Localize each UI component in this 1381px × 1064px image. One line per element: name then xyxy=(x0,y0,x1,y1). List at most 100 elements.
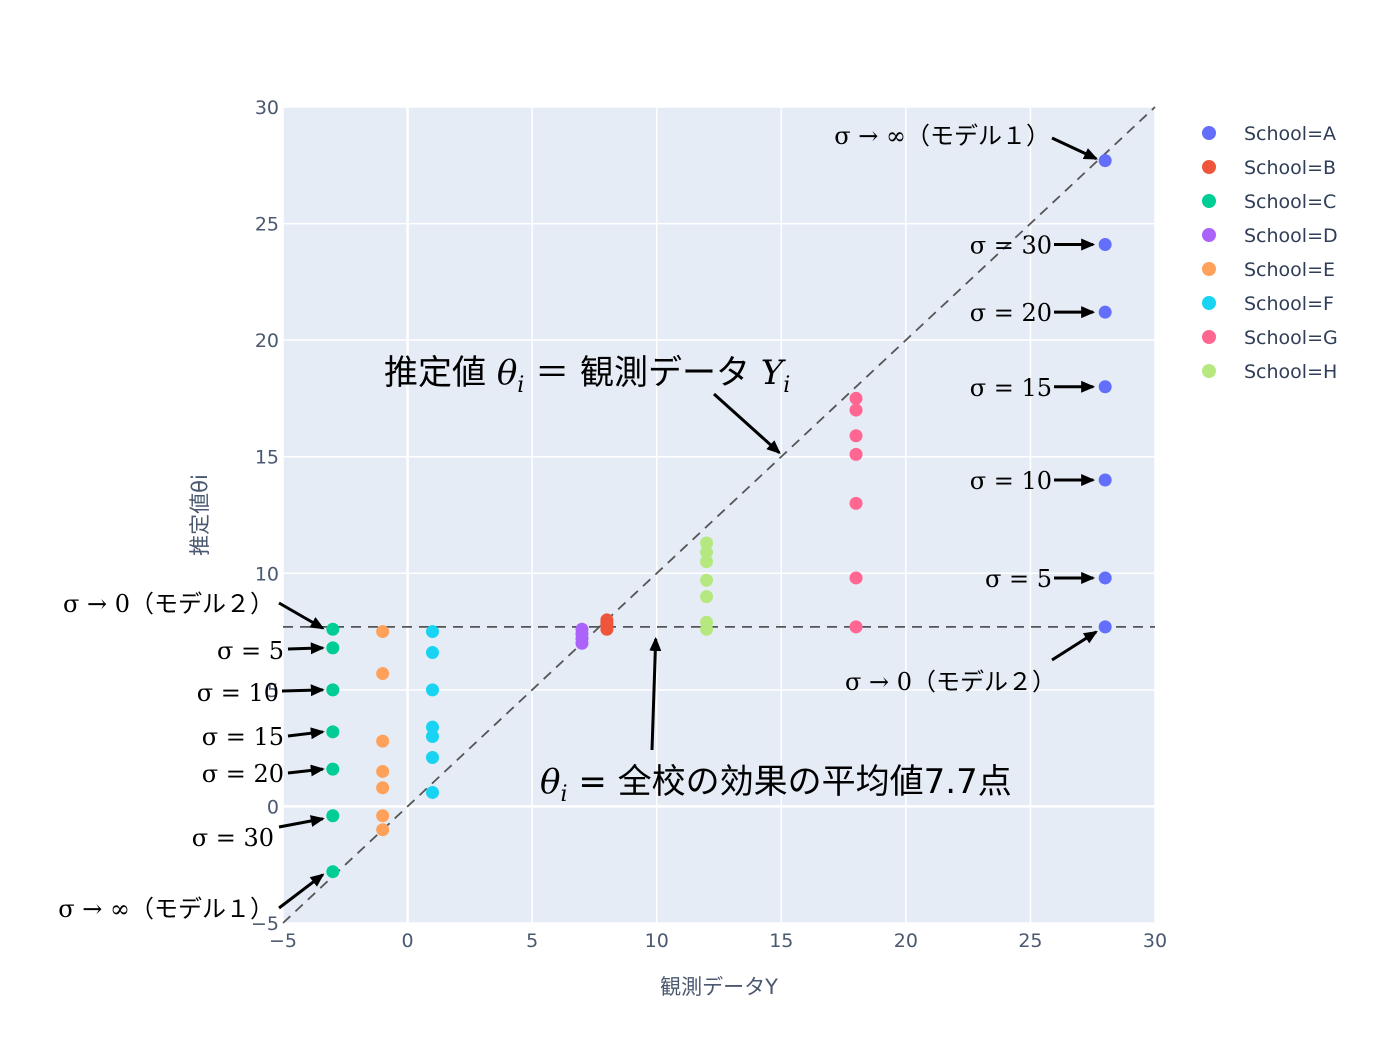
identity-label: 推定値 θi ＝ 観測データ Yi xyxy=(384,353,790,398)
legend-label: School=G xyxy=(1244,327,1338,349)
x-tick-label: −5 xyxy=(269,930,297,952)
annotation-right-label: σ = 15 xyxy=(970,374,1052,402)
data-point xyxy=(700,555,714,569)
data-point xyxy=(326,622,340,636)
y-tick-label: 20 xyxy=(255,330,279,352)
x-tick-label: 20 xyxy=(894,930,918,952)
legend-label: School=E xyxy=(1244,259,1335,281)
data-point xyxy=(376,764,390,778)
annotation-left-label: σ = 10 xyxy=(197,679,279,707)
data-point xyxy=(376,667,390,681)
x-tick-label: 0 xyxy=(402,930,414,952)
data-point xyxy=(425,729,439,743)
annotation-left-label: σ → ∞（モデル１） xyxy=(58,895,274,923)
annotation-left-label: σ = 20 xyxy=(202,760,284,788)
data-point xyxy=(425,625,439,639)
data-point xyxy=(1098,238,1112,252)
data-point xyxy=(376,734,390,748)
legend-label: School=C xyxy=(1244,191,1336,213)
annotations: σ → ∞（モデル１） σ = 30 σ = 20 σ = 15 σ = 10 σ = 5… xyxy=(58,122,1098,923)
annotation-right-label: σ = 20 xyxy=(970,299,1052,327)
data-point xyxy=(326,762,340,776)
data-point xyxy=(849,620,863,634)
identity-line xyxy=(282,106,1156,924)
data-point xyxy=(1098,620,1112,634)
data-point xyxy=(376,781,390,795)
annotation-left-arrow xyxy=(287,727,325,740)
legend-marker xyxy=(1202,160,1216,174)
annotation-left-arrow xyxy=(278,815,325,829)
legend-marker xyxy=(1202,194,1216,208)
data-point xyxy=(376,809,390,823)
data-point xyxy=(425,750,439,764)
y-tick-label: 0 xyxy=(267,796,279,818)
legend-marker xyxy=(1202,126,1216,140)
annotation-right-label: σ = 10 xyxy=(970,467,1052,495)
data-point xyxy=(1098,305,1112,319)
data-point xyxy=(425,785,439,799)
data-point xyxy=(849,447,863,461)
data-point xyxy=(326,809,340,823)
data-point xyxy=(700,615,714,629)
legend-marker xyxy=(1202,296,1216,310)
identity-arrow xyxy=(712,392,781,455)
annotation-left-arrow xyxy=(287,764,325,777)
data-point xyxy=(326,725,340,739)
y-tick-label: −5 xyxy=(251,913,279,935)
data-point xyxy=(849,403,863,417)
data-point xyxy=(849,429,863,443)
annotation-left-label: σ = 15 xyxy=(202,723,284,751)
annotation-right-label: σ → 0（モデル２） xyxy=(845,668,1056,696)
data-point xyxy=(849,391,863,405)
legend-label: School=B xyxy=(1244,157,1336,179)
x-tick-label: 10 xyxy=(645,930,669,952)
y-tick-label: 25 xyxy=(255,214,279,236)
annotation-left-label: σ = 5 xyxy=(217,637,284,665)
data-point xyxy=(326,865,340,879)
annotation-right-arrow xyxy=(1051,136,1098,160)
data-point xyxy=(700,536,714,550)
legend-marker xyxy=(1202,228,1216,242)
legend-label: School=A xyxy=(1244,123,1336,145)
data-point xyxy=(575,636,589,650)
data-point xyxy=(425,720,439,734)
data-point xyxy=(425,646,439,660)
x-tick-label: 25 xyxy=(1018,930,1042,952)
legend-marker xyxy=(1202,330,1216,344)
data-point xyxy=(700,590,714,604)
mean-label: θi = 全校の効果の平均値7.7点 xyxy=(540,762,1012,807)
data-point xyxy=(1098,154,1112,168)
annotation-right-label: σ → ∞（モデル１） xyxy=(834,122,1050,150)
data-point xyxy=(326,683,340,697)
data-point xyxy=(425,683,439,697)
annotation-left-label: σ → 0（モデル２） xyxy=(63,590,274,618)
data-point xyxy=(1098,571,1112,585)
mean-arrow xyxy=(649,636,662,751)
data-point xyxy=(700,545,714,559)
data-point xyxy=(1098,473,1112,487)
grid-lines xyxy=(282,106,1156,924)
annotation-right-arrow xyxy=(1051,630,1098,662)
annotation-left-arrow xyxy=(281,684,325,697)
x-tick-label: 5 xyxy=(526,930,538,952)
legend-marker xyxy=(1202,364,1216,378)
x-tick-label: 30 xyxy=(1143,930,1167,952)
data-point xyxy=(1098,380,1112,394)
y-tick-label: 15 xyxy=(255,447,279,469)
data-point xyxy=(849,496,863,510)
data-point xyxy=(376,823,390,837)
legend-marker xyxy=(1202,262,1216,276)
data-point xyxy=(700,573,714,587)
annotation-right-label: σ = 5 xyxy=(985,565,1052,593)
y-tick-label: 10 xyxy=(255,563,279,585)
y-tick-label: 30 xyxy=(255,97,279,119)
legend: School=A School=B School=C School=D School=E… xyxy=(1202,123,1338,383)
annotation-right-label: σ = 30 xyxy=(970,232,1052,260)
annotation-left-label: σ = 30 xyxy=(192,824,274,852)
tick-labels: −5 0 5 10 15 20 25 30 −5 0 5 10 15 20 25 30 xyxy=(251,97,1167,952)
x-tick-label: 15 xyxy=(769,930,793,952)
legend-label: School=F xyxy=(1244,293,1334,315)
data-point xyxy=(376,625,390,639)
legend-label: School=D xyxy=(1244,225,1338,247)
